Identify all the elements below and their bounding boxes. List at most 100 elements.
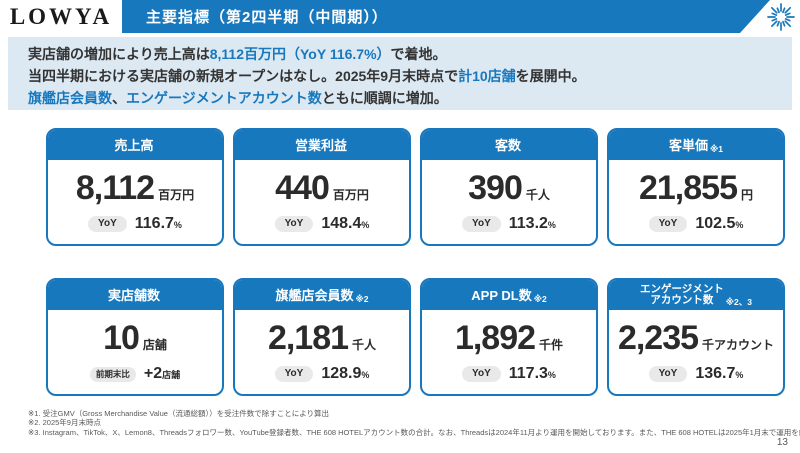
card-body: 1,892 千件 YoY 117.3% <box>422 310 596 394</box>
summary-text: 実店舗の増加により売上高は <box>28 46 210 62</box>
yoy-pill: YoY <box>462 216 501 232</box>
page-title: 主要指標（第2四半期（中間期）） <box>146 9 388 26</box>
card-body: 10 店舗 前期末比 +2店舗 <box>48 310 222 394</box>
card-header: 売上高 <box>48 130 222 160</box>
footnote-2: ※2. 2025年9月末時点 <box>28 418 101 428</box>
summary-text: 、 <box>112 90 126 106</box>
card-body: 2,181 千人 YoY 128.9% <box>235 310 409 394</box>
pill-row: YoY 117.3% <box>462 365 556 383</box>
metric-card-store-count: 実店舗数 10 店舗 前期末比 +2店舗 <box>46 278 224 396</box>
change-suffix: % <box>361 370 370 380</box>
metric-value: 21,855 <box>638 169 738 207</box>
card-title: 実店舗数 <box>107 287 160 303</box>
value-row: 390 千人 <box>468 169 550 208</box>
metric-value: 2,181 <box>267 319 349 357</box>
card-title: APP DL数 <box>471 287 532 303</box>
value-row: 10 店舗 <box>103 319 167 358</box>
summary-line-1: 実店舗の増加により売上高は8,112百万円（YoY 116.7%）で着地。 <box>28 43 792 65</box>
summary-line-2: 当四半期における実店舗の新規オープンはなし。2025年9月末時点で計10店舗を展… <box>28 65 792 87</box>
card-title: 客単価 <box>668 137 708 153</box>
lowya-logo-text: LOWYA <box>9 3 113 29</box>
card-body: 2,235 千アカウント YoY 136.7% <box>609 310 783 394</box>
header-bar: 主要指標（第2四半期（中間期）） <box>122 0 770 33</box>
metric-value: 10 <box>103 319 140 357</box>
value-row: 1,892 千件 <box>455 319 563 358</box>
pill-row: 前期末比 +2店舗 <box>89 365 181 383</box>
metric-unit: 円 <box>740 188 753 202</box>
change-value: +2 <box>143 365 163 382</box>
metric-unit: 百万円 <box>158 188 195 202</box>
change-value: 148.4 <box>321 215 362 232</box>
footnotes: ※1. 受注GMV（Gross Merchandise Value（流通総額））… <box>28 409 800 437</box>
metric-card-engagement-accounts: エンゲージメント アカウント数 ※2、3 2,235 千アカウント YoY 136… <box>607 278 785 396</box>
page-number: 13 <box>776 437 788 448</box>
metric-unit: 店舗 <box>142 338 167 352</box>
card-header: 客数 <box>422 130 596 160</box>
metric-unit: 千人 <box>525 188 550 202</box>
metric-value: 440 <box>275 169 330 207</box>
card-header: 営業利益 <box>235 130 409 160</box>
yoy-pill: YoY <box>648 366 688 382</box>
change-suffix: % <box>735 220 744 230</box>
summary-highlight: エンゲージメントアカウント数 <box>126 90 322 106</box>
card-body: 8,112 百万円 YoY 116.7% <box>48 160 222 244</box>
pill-row: YoY 102.5% <box>648 215 744 233</box>
card-header: 旗艦店会員数 ※2 <box>235 280 409 310</box>
pill-row: YoY 113.2% <box>462 215 556 233</box>
card-body: 21,855 円 YoY 102.5% <box>609 160 783 244</box>
metric-card-grid: 売上高 8,112 百万円 YoY 116.7% 営業利益 440 <box>46 128 785 396</box>
summary-text: ともに順調に増加。 <box>321 90 448 106</box>
pill-row: YoY 116.7% <box>88 215 182 233</box>
card-header: エンゲージメント アカウント数 ※2、3 <box>609 280 783 310</box>
metric-card-app-downloads: APP DL数 ※2 1,892 千件 YoY 117.3% <box>420 278 598 396</box>
card-title: 客数 <box>494 137 521 153</box>
card-body: 390 千人 YoY 113.2% <box>422 160 596 244</box>
card-footnote-ref: ※2 <box>533 294 547 304</box>
card-footnote-ref: ※2、3 <box>725 297 752 307</box>
metric-card-operating-profit: 営業利益 440 百万円 YoY 148.4% <box>233 128 411 246</box>
summary-line-3: 旗艦店会員数、エンゲージメントアカウント数ともに順調に増加。 <box>28 87 792 109</box>
sparkle-icon <box>767 3 795 31</box>
value-row: 440 百万円 <box>275 169 369 208</box>
metric-unit: 千人 <box>352 338 377 352</box>
metric-card-flagship-members: 旗艦店会員数 ※2 2,181 千人 YoY 128.9% <box>233 278 411 396</box>
card-footnote-ref: ※2 <box>355 294 369 304</box>
change-value: 136.7 <box>695 365 736 382</box>
card-footnote-ref: ※1 <box>710 144 723 154</box>
summary-text: 当四半期における実店舗の新規オープンはなし。2025年9月末時点で <box>28 68 459 84</box>
card-header: 客単価 ※1 <box>609 130 783 160</box>
footnote-3: ※3. Instagram、TikTok、X、Lemon8、Threadsフォロ… <box>28 427 800 437</box>
yoy-pill: YoY <box>274 366 314 382</box>
change-value: 128.9 <box>321 365 362 382</box>
card-title: 営業利益 <box>294 137 347 153</box>
metric-card-customers: 客数 390 千人 YoY 113.2% <box>420 128 598 246</box>
metric-value: 1,892 <box>454 319 536 357</box>
card-title: 売上高 <box>114 137 154 153</box>
value-row: 8,112 百万円 <box>76 169 194 208</box>
value-row: 21,855 円 <box>639 169 753 208</box>
metric-value: 8,112 <box>75 169 155 207</box>
card-header: APP DL数 ※2 <box>422 280 596 310</box>
change-suffix: % <box>735 370 744 380</box>
change-suffix: % <box>173 220 182 230</box>
summary-text: を展開中。 <box>515 68 586 84</box>
change-value: 116.7 <box>134 215 174 232</box>
change-suffix: % <box>547 220 556 230</box>
metric-value: 390 <box>468 169 523 207</box>
change-suffix: % <box>547 370 556 380</box>
yoy-pill: YoY <box>274 216 314 232</box>
card-header: 実店舗数 <box>48 280 222 310</box>
summary-text: で着地。 <box>390 46 447 62</box>
period-compare-pill: 前期末比 <box>89 366 136 382</box>
metric-value: 2,235 <box>617 319 699 357</box>
pill-row: YoY 148.4% <box>274 215 370 233</box>
value-row: 2,235 千アカウント <box>618 319 774 358</box>
change-suffix: % <box>361 220 370 230</box>
yoy-pill: YoY <box>648 216 688 232</box>
change-value: 102.5 <box>695 215 736 232</box>
yoy-pill: YoY <box>88 216 127 232</box>
summary-highlight: 計10店舗 <box>458 68 516 84</box>
value-row: 2,181 千人 <box>268 319 376 358</box>
yoy-pill: YoY <box>462 366 501 382</box>
change-suffix: 店舗 <box>162 370 181 380</box>
